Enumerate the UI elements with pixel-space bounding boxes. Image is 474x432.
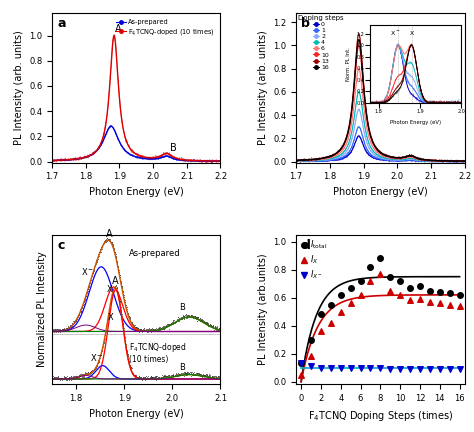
Text: a: a: [57, 17, 66, 30]
Text: d: d: [301, 239, 310, 252]
Point: [416, 283, 424, 290]
Text: B: B: [170, 143, 177, 153]
Y-axis label: PL Intensity (arb.units): PL Intensity (arb.units): [258, 254, 268, 365]
Text: A: A: [112, 276, 119, 286]
Point: [416, 295, 424, 302]
Text: B: B: [179, 363, 185, 372]
Point: [317, 364, 325, 371]
Text: A: A: [106, 229, 112, 238]
Point: [426, 365, 434, 372]
Point: [406, 297, 414, 304]
Text: b: b: [301, 17, 310, 30]
Legend: 0, 1, 2, 4, 6, 10, 13, 16: 0, 1, 2, 4, 6, 10, 13, 16: [298, 15, 344, 70]
Point: [386, 365, 394, 372]
X-axis label: Photon Energy (eV): Photon Energy (eV): [89, 409, 183, 419]
Text: X: X: [107, 285, 112, 294]
Point: [446, 301, 454, 308]
Point: [376, 364, 384, 371]
Y-axis label: PL Intensity (arb. units): PL Intensity (arb. units): [14, 31, 24, 145]
Legend: As-prepared, F$_4$TCNQ-doped (10 times): As-prepared, F$_4$TCNQ-doped (10 times): [113, 16, 217, 39]
Point: [357, 364, 365, 371]
Point: [327, 301, 335, 308]
Point: [406, 284, 414, 291]
Point: [376, 270, 384, 277]
Text: F$_4$TCNQ-doped
(10 times): F$_4$TCNQ-doped (10 times): [129, 341, 187, 364]
Point: [357, 277, 365, 284]
Point: [436, 289, 444, 295]
X-axis label: F$_4$TCNQ Doping Steps (times): F$_4$TCNQ Doping Steps (times): [308, 409, 453, 423]
Point: [307, 336, 315, 343]
Point: [307, 353, 315, 360]
X-axis label: Photon Energy (eV): Photon Energy (eV): [89, 187, 183, 197]
Point: [446, 290, 454, 297]
Point: [396, 277, 404, 284]
Point: [347, 284, 355, 291]
Text: B: B: [179, 302, 185, 311]
Point: [416, 365, 424, 372]
Point: [367, 277, 374, 284]
Legend: $I_{\mathrm{total}}$, $I_X$, $I_{X^-}$: $I_{\mathrm{total}}$, $I_X$, $I_{X^-}$: [301, 239, 328, 281]
Point: [317, 328, 325, 335]
Text: c: c: [57, 239, 64, 252]
Point: [396, 292, 404, 299]
Point: [337, 364, 345, 371]
Point: [386, 287, 394, 294]
Point: [367, 364, 374, 371]
Point: [357, 292, 365, 299]
Text: X$^-$: X$^-$: [90, 352, 103, 363]
Y-axis label: PL Intensity (arb. units): PL Intensity (arb. units): [258, 31, 268, 145]
Point: [327, 364, 335, 371]
Text: A: A: [115, 24, 121, 34]
Point: [446, 365, 454, 372]
Point: [347, 364, 355, 371]
Point: [386, 273, 394, 280]
Y-axis label: Normalized PL Intensity: Normalized PL Intensity: [36, 252, 46, 368]
Text: As-prepared: As-prepared: [129, 249, 181, 258]
Point: [297, 360, 305, 367]
X-axis label: Photon Energy (eV): Photon Energy (eV): [333, 187, 428, 197]
Point: [456, 303, 464, 310]
Point: [396, 365, 404, 372]
Point: [297, 371, 305, 378]
Point: [376, 255, 384, 262]
Point: [456, 365, 464, 372]
Text: X$^-$: X$^-$: [81, 266, 94, 277]
Point: [426, 287, 434, 294]
Point: [456, 292, 464, 299]
Point: [436, 365, 444, 372]
Point: [426, 299, 434, 305]
Point: [347, 300, 355, 307]
Point: [406, 365, 414, 372]
Point: [327, 319, 335, 326]
Point: [307, 363, 315, 370]
Point: [337, 308, 345, 315]
Point: [436, 300, 444, 307]
Point: [367, 264, 374, 270]
Point: [297, 360, 305, 367]
Point: [337, 292, 345, 299]
Text: X: X: [108, 313, 114, 322]
Point: [317, 311, 325, 318]
